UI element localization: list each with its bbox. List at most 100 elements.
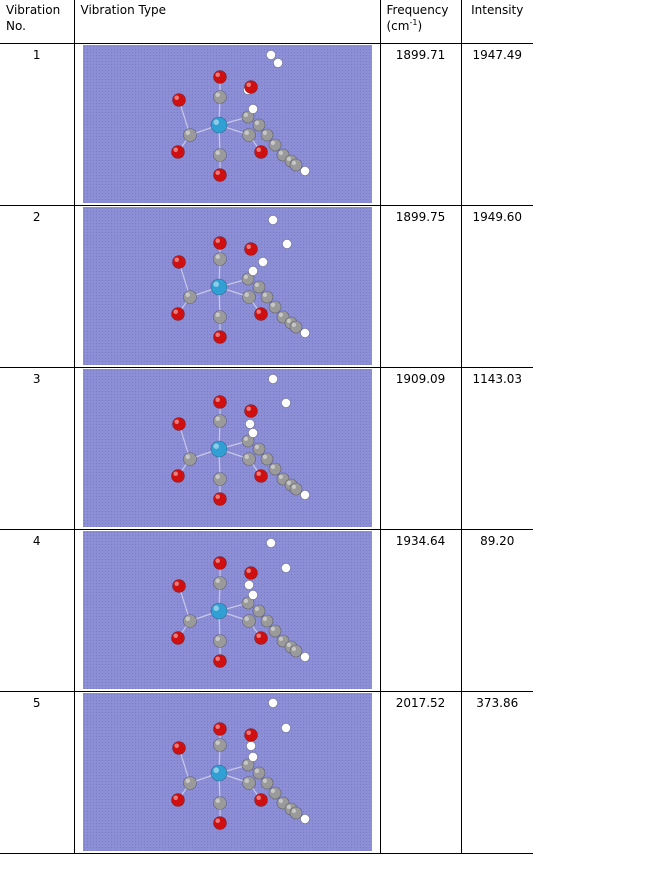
vibration-no-cell: 4 bbox=[0, 529, 75, 692]
carbon-atom bbox=[182, 614, 197, 628]
vibration-no-cell: 3 bbox=[0, 367, 75, 530]
table-row: 5 2017.52 373.86 bbox=[0, 691, 533, 854]
carbon-atom bbox=[268, 462, 281, 476]
hydrogen-atom bbox=[280, 398, 291, 408]
table-row: 4 1934.64 89.20 bbox=[0, 529, 533, 692]
hydrogen-atom bbox=[244, 419, 255, 429]
carbon-atom bbox=[260, 776, 273, 790]
carbon-atom bbox=[289, 644, 302, 658]
carbon-atom bbox=[252, 280, 265, 294]
molecule-image bbox=[82, 369, 372, 527]
hydrogen-atom bbox=[272, 58, 283, 68]
metal-atom bbox=[210, 440, 227, 458]
carbon-atom bbox=[212, 738, 227, 752]
carbon-atom bbox=[241, 452, 256, 466]
header-row: Vibration No. Vibration Type Frequency (cm… bbox=[0, 0, 533, 44]
hydrogen-atom bbox=[267, 374, 278, 384]
oxygen-atom bbox=[171, 93, 186, 107]
vibration-type-cell bbox=[73, 367, 381, 530]
carbon-atom bbox=[268, 624, 281, 638]
carbon-atom bbox=[252, 118, 265, 132]
hydrogen-atom bbox=[299, 166, 310, 176]
carbon-atom bbox=[241, 596, 254, 610]
vibration-no: 1 bbox=[32, 48, 41, 62]
oxygen-atom bbox=[212, 556, 227, 570]
carbon-atom bbox=[182, 452, 197, 466]
hydrogen-atom bbox=[247, 266, 258, 276]
intensity-cell: 89.20 bbox=[460, 529, 533, 692]
hydrogen-atom bbox=[280, 723, 291, 733]
hydrogen-atom bbox=[265, 538, 276, 548]
carbon-atom bbox=[212, 310, 227, 324]
carbon-atom bbox=[268, 786, 281, 800]
metal-atom bbox=[210, 278, 227, 296]
frequency-cell: 2017.52 bbox=[379, 691, 462, 854]
header-frequency-label: Frequency bbox=[386, 3, 449, 17]
vibration-type-cell bbox=[73, 43, 381, 206]
carbon-atom bbox=[212, 148, 227, 162]
carbon-atom bbox=[182, 128, 197, 142]
intensity-value: 373.86 bbox=[476, 696, 519, 710]
oxygen-atom bbox=[212, 722, 227, 736]
header-intensity: Intensity bbox=[460, 0, 533, 44]
carbon-atom bbox=[260, 128, 273, 142]
frequency-value: 1909.09 bbox=[395, 372, 446, 386]
vibration-no-cell: 2 bbox=[0, 205, 75, 368]
metal-atom bbox=[210, 764, 227, 782]
oxygen-atom bbox=[170, 145, 185, 159]
hydrogen-atom bbox=[267, 215, 278, 225]
carbon-atom bbox=[241, 776, 256, 790]
carbon-atom bbox=[252, 442, 265, 456]
carbon-atom bbox=[212, 576, 227, 590]
vibration-no-cell: 1 bbox=[0, 43, 75, 206]
hydrogen-atom bbox=[299, 490, 310, 500]
carbon-atom bbox=[241, 434, 254, 448]
carbon-atom bbox=[212, 472, 227, 486]
molecule-image bbox=[82, 693, 372, 851]
hydrogen-atom bbox=[257, 257, 268, 267]
header-frequency: Frequency (cm-1) bbox=[379, 0, 462, 44]
molecule-background bbox=[82, 531, 372, 689]
hydrogen-atom bbox=[247, 590, 258, 600]
carbon-atom bbox=[268, 138, 281, 152]
header-vibration-no: Vibration No. bbox=[0, 0, 75, 44]
table-row: 2 1899.75 1949.60 bbox=[0, 205, 533, 368]
header-frequency-unit-close: ) bbox=[417, 19, 423, 33]
oxygen-atom bbox=[243, 80, 258, 94]
intensity-value: 1143.03 bbox=[472, 372, 523, 386]
molecule-image bbox=[82, 531, 372, 689]
header-vibration-type-label: Vibration Type bbox=[80, 3, 167, 17]
carbon-atom bbox=[260, 452, 273, 466]
carbon-atom bbox=[241, 290, 256, 304]
carbon-atom bbox=[289, 482, 302, 496]
hydrogen-atom bbox=[299, 652, 310, 662]
oxygen-atom bbox=[243, 404, 258, 418]
molecule-background bbox=[82, 369, 372, 527]
hydrogen-atom bbox=[280, 563, 291, 573]
intensity-cell: 373.86 bbox=[460, 691, 533, 854]
hydrogen-atom bbox=[265, 50, 276, 60]
intensity-value: 89.20 bbox=[480, 534, 515, 548]
hydrogen-atom bbox=[245, 741, 256, 751]
carbon-atom bbox=[212, 414, 227, 428]
hydrogen-atom bbox=[267, 698, 278, 708]
oxygen-atom bbox=[171, 579, 186, 593]
carbon-atom bbox=[252, 766, 265, 780]
carbon-atom bbox=[241, 272, 254, 286]
molecule-background bbox=[82, 207, 372, 365]
vibration-table: Vibration No. Vibration Type Frequency (cm… bbox=[0, 0, 533, 854]
oxygen-atom bbox=[171, 255, 186, 269]
oxygen-atom bbox=[212, 70, 227, 84]
oxygen-atom bbox=[212, 492, 227, 506]
oxygen-atom bbox=[212, 816, 227, 830]
metal-atom bbox=[210, 116, 227, 134]
table-row: 1 1899.71 1947.49 bbox=[0, 43, 533, 206]
carbon-atom bbox=[241, 614, 256, 628]
oxygen-atom bbox=[243, 728, 258, 742]
hydrogen-atom bbox=[247, 104, 258, 114]
hydrogen-atom bbox=[281, 239, 292, 249]
hydrogen-atom bbox=[299, 814, 310, 824]
oxygen-atom bbox=[253, 793, 268, 807]
frequency-value: 1899.71 bbox=[395, 48, 446, 62]
vibration-no: 4 bbox=[32, 534, 41, 548]
